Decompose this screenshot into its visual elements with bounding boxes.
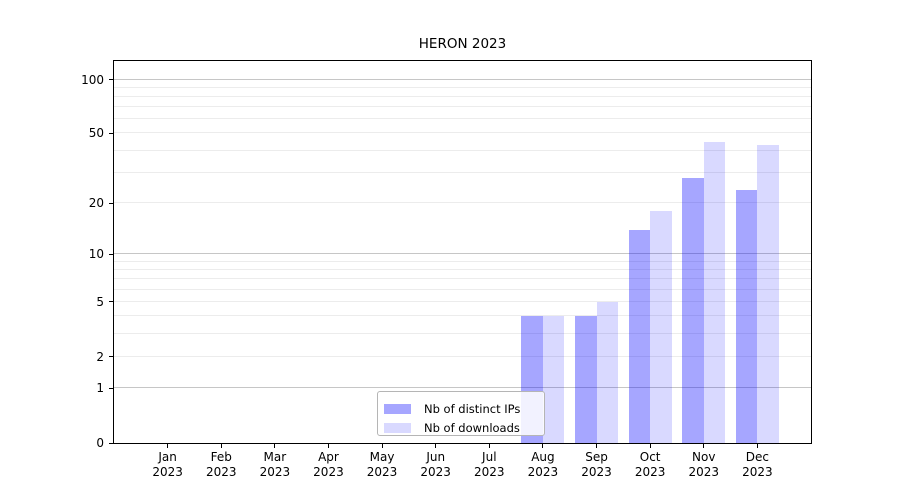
bar-downloads-oct-2023	[650, 211, 672, 443]
x-tick-label-feb-2023: Feb 2023	[205, 450, 237, 479]
x-tickmark-oct-2023	[649, 444, 651, 448]
gridline-minor-90	[114, 86, 811, 88]
x-tickmark-aug-2023	[542, 444, 544, 448]
bar-distinct-ips-dec-2023	[735, 189, 758, 443]
y-tickmark-20	[109, 202, 113, 204]
x-tickmark-sep-2023	[596, 444, 598, 448]
y-tick-label-2: 2	[96, 349, 104, 364]
gridline-minor-8	[114, 269, 811, 271]
y-tickmark-100	[109, 79, 113, 81]
gridline-minor-20	[114, 202, 811, 204]
bars-layer	[114, 61, 811, 443]
gridline-minor-40	[114, 149, 811, 151]
x-tickmark-jan-2023	[167, 444, 169, 448]
x-tickmark-dec-2023	[756, 444, 758, 448]
gridline-minor-30	[114, 171, 811, 173]
gridline-minor-60	[114, 118, 811, 120]
bar-distinct-ips-oct-2023	[628, 229, 651, 443]
bar-downloads-aug-2023	[542, 316, 565, 443]
y-tickmark-10	[109, 253, 113, 255]
x-tick-label-apr-2023: Apr 2023	[313, 450, 344, 479]
x-tick-label-jan-2023: Jan 2023	[152, 450, 183, 479]
plot-area: Nb of distinct IPs Nb of downloads	[113, 60, 812, 444]
legend-item-downloads: Nb of downloads	[384, 418, 544, 437]
x-tick-label-dec-2023: Dec 2023	[742, 450, 773, 479]
gridline-minor-2	[114, 355, 811, 357]
x-tickmark-nov-2023	[703, 444, 705, 448]
x-tickmark-jul-2023	[488, 444, 490, 448]
x-tick-label-oct-2023: Oct 2023	[634, 450, 666, 479]
gridline-minor-6	[114, 288, 811, 290]
bar-downloads-dec-2023	[757, 145, 779, 443]
y-tickmark-50	[109, 132, 113, 134]
y-tick-label-0: 0	[96, 436, 104, 450]
chart-title: HERON 2023	[418, 36, 507, 52]
x-tick-label-sep-2023: Sep 2023	[581, 450, 612, 479]
bar-distinct-ips-nov-2023	[682, 177, 704, 443]
x-tick-label-may-2023: May 2023	[366, 450, 398, 479]
grid-layer	[114, 61, 811, 443]
bar-downloads-nov-2023	[703, 141, 726, 443]
x-tickmark-may-2023	[381, 444, 383, 448]
y-tick-label-1: 1	[96, 381, 104, 396]
x-tick-label-jul-2023: Jul 2023	[474, 450, 505, 479]
gridline-minor-9	[114, 260, 811, 262]
legend-item-distinct-ips: Nb of distinct IPs	[384, 399, 544, 418]
y-tickmark-2	[109, 356, 113, 357]
gridline-minor-50	[114, 132, 811, 134]
x-tick-label-mar-2023: Mar 2023	[259, 450, 291, 479]
legend-label-distinct-ips: Nb of distinct IPs	[424, 401, 521, 416]
gridline-minor-3	[114, 332, 811, 334]
gridline-major-10	[114, 253, 811, 255]
y-tick-label-20: 20	[88, 196, 104, 211]
y-tick-label-5: 5	[96, 294, 104, 309]
y-tickmark-5	[109, 301, 113, 303]
x-tickmark-feb-2023	[220, 444, 222, 448]
y-tickmark-0	[109, 442, 113, 444]
gridline-minor-70	[114, 106, 811, 108]
x-tickmark-jun-2023	[435, 444, 437, 448]
x-tick-label-nov-2023: Nov 2023	[688, 450, 720, 479]
gridline-minor-5	[114, 300, 811, 302]
y-tick-label-100: 100	[81, 72, 104, 87]
gridline-minor-4	[114, 315, 811, 317]
legend-swatch-distinct-ips	[384, 403, 411, 414]
x-tickmark-mar-2023	[274, 444, 276, 448]
gridline-minor-80	[114, 96, 811, 98]
x-tick-label-aug-2023: Aug 2023	[527, 450, 559, 479]
bar-downloads-sep-2023	[596, 301, 618, 443]
legend-swatch-downloads	[384, 422, 411, 433]
gridline-minor-7	[114, 278, 811, 280]
x-tickmark-apr-2023	[327, 444, 329, 448]
gridline-major-100	[114, 78, 811, 80]
y-tick-label-50: 50	[88, 126, 104, 141]
bar-distinct-ips-sep-2023	[575, 316, 597, 443]
y-tickmark-1	[109, 387, 113, 389]
y-tick-label-10: 10	[88, 247, 104, 262]
gridline-major-1	[114, 387, 811, 389]
legend: Nb of distinct IPs Nb of downloads	[377, 391, 545, 436]
x-tick-label-jun-2023: Jun 2023	[420, 450, 451, 479]
legend-label-downloads: Nb of downloads	[424, 420, 520, 435]
